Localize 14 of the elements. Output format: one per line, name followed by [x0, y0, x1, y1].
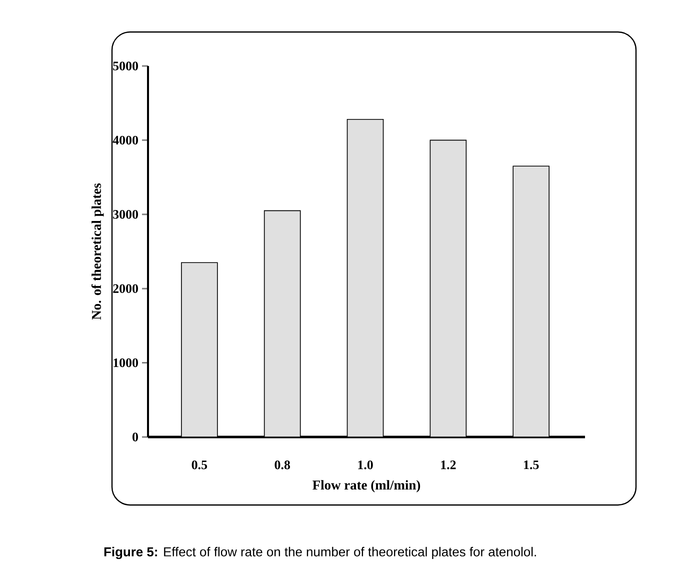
x-tick-label: 0.8 — [274, 460, 290, 470]
x-tick-label: 1.2 — [441, 460, 456, 470]
x-axis-title: Flow rate (ml/min) — [312, 480, 420, 492]
y-tick-label: 0 — [132, 432, 138, 442]
y-tick-label: 2000 — [113, 284, 138, 293]
y-tick-label: 4000 — [112, 136, 138, 145]
y-tick-label: 1000 — [114, 358, 138, 368]
y-tick-label: 3000 — [113, 210, 138, 219]
text: Figure 5: Effect of flow rate on the number of theoretical plates for atenolol. — [104, 546, 536, 560]
x-tick-label: 1.5 — [524, 460, 539, 470]
x-tick-label: 0.5 — [192, 460, 208, 470]
x-tick-label: 1.0 — [358, 460, 373, 470]
y-axis-title: No. of theoretical plates — [91, 183, 104, 320]
y-tick-label: 5000 — [113, 62, 138, 70]
